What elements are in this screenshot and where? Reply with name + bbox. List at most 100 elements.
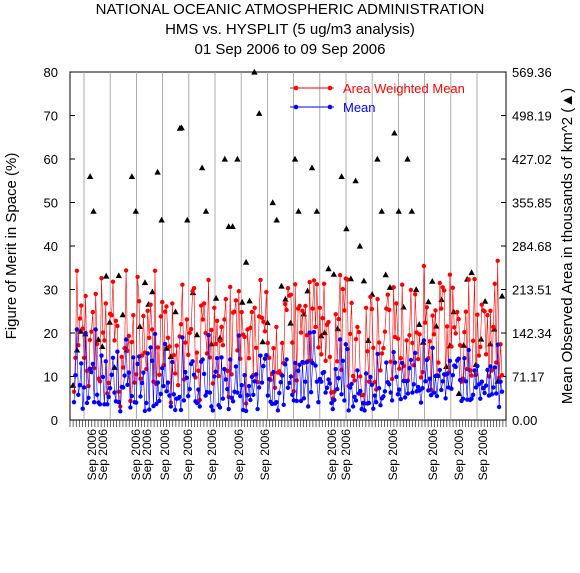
observed-area-point-69 [365, 337, 372, 343]
area-weighted-mean-point-264 [452, 325, 457, 330]
area-weighted-mean-point-141 [274, 324, 279, 330]
observed-area-point-12 [115, 272, 122, 279]
mean-point-237 [413, 350, 418, 356]
observed-area-series [69, 68, 506, 396]
mean-point-205 [366, 400, 372, 406]
mean-point-136 [267, 376, 272, 382]
area-weighted-mean-point-95 [207, 355, 213, 360]
area-weighted-mean-point-263 [450, 285, 455, 290]
mean-point-24 [105, 402, 110, 407]
area-weighted-mean-point-28 [110, 279, 116, 284]
y-tick-label-10: 10 [44, 370, 58, 385]
area-weighted-mean-point-253 [436, 360, 441, 365]
mean-point-242 [420, 386, 425, 391]
y2-tick-label-0: 0.00 [512, 413, 537, 428]
mean-point-255 [439, 387, 444, 393]
mean-point-164 [307, 330, 312, 335]
observed-area-point-79 [408, 208, 415, 214]
observed-area-point-95 [477, 335, 485, 342]
y-tick-label-60: 60 [44, 152, 58, 167]
mean-point-276 [469, 396, 474, 401]
observed-area-point-46 [264, 319, 271, 326]
observed-area-point-83 [425, 298, 432, 305]
x-date-label-10: Sep 2006 [325, 429, 339, 481]
mean-point-46 [136, 354, 142, 359]
mean-point-31 [115, 349, 120, 354]
area-weighted-mean-point-123 [248, 325, 253, 330]
mean-point-87 [196, 387, 201, 392]
mean-point-48 [139, 380, 145, 386]
area-weighted-mean-point-151 [288, 292, 294, 297]
area-weighted-mean-point-120 [243, 401, 249, 406]
mean-point-152 [290, 392, 295, 397]
mean-point-84 [191, 372, 197, 377]
area-weighted-mean-point-2 [73, 355, 78, 360]
mean-point-11 [86, 395, 91, 400]
area-weighted-mean-point-81 [187, 330, 192, 336]
mean-point-1 [71, 400, 77, 405]
mean-point-19 [97, 402, 103, 407]
area-weighted-mean-point-100 [214, 318, 220, 323]
mean-point-174 [321, 369, 327, 375]
area-weighted-mean-point-224 [394, 301, 399, 306]
mean-point-55 [149, 358, 155, 363]
area-weighted-mean-point-157 [297, 303, 302, 309]
mean-point-190 [345, 346, 350, 352]
mean-point-283 [479, 379, 484, 384]
area-weighted-mean-point-281 [476, 353, 482, 358]
area-weighted-mean-point-103 [219, 324, 224, 330]
observed-area-point-39 [234, 155, 241, 162]
x-date-label-5: Sep 2006 [158, 429, 172, 481]
area-weighted-mean-point-288 [486, 374, 492, 379]
observed-area-point-56 [308, 164, 316, 171]
area-weighted-mean-point-275 [468, 368, 473, 373]
observed-area-point-77 [400, 303, 407, 310]
area-weighted-mean-point-292 [492, 281, 497, 286]
mean-point-10 [84, 400, 90, 406]
area-weighted-mean-point-192 [348, 331, 353, 337]
mean-point-74 [177, 394, 182, 400]
area-weighted-mean-point-262 [449, 344, 454, 349]
mean-point-114 [235, 390, 240, 395]
area-weighted-mean-point-169 [314, 282, 320, 287]
area-weighted-mean-point-149 [285, 286, 291, 291]
mean-point-279 [473, 385, 479, 390]
observed-area-point-97 [487, 340, 494, 347]
area-weighted-mean-point-213 [378, 368, 383, 373]
area-weighted-mean-point-134 [264, 289, 269, 295]
mean-point-278 [472, 368, 477, 373]
area-weighted-mean-point-115 [236, 289, 241, 294]
area-weighted-mean-point-215 [381, 346, 386, 351]
area-weighted-mean-point-174 [321, 281, 327, 286]
y-tick-label-70: 70 [44, 109, 58, 124]
observed-area-point-36 [221, 155, 228, 162]
mean-point-126 [252, 379, 257, 384]
mean-point-80 [186, 393, 191, 399]
area-weighted-mean-point-47 [138, 376, 143, 381]
area-weighted-mean-point-266 [455, 309, 460, 315]
area-weighted-mean-point-112 [232, 309, 237, 314]
area-weighted-mean-point-175 [323, 358, 328, 363]
mean-point-2 [73, 373, 78, 378]
observed-area-point-72 [378, 208, 385, 214]
area-weighted-mean-point-282 [478, 344, 483, 350]
mean-point-247 [427, 376, 432, 381]
observed-area-point-28 [184, 216, 191, 223]
area-weighted-mean-point-19 [97, 379, 103, 384]
area-weighted-mean-point-222 [391, 285, 396, 290]
observed-area-point-57 [313, 208, 320, 214]
area-weighted-mean-point-69 [170, 301, 175, 306]
mean-point-128 [255, 406, 260, 412]
observed-area-point-44 [256, 110, 263, 116]
mean-point-230 [402, 395, 408, 400]
mean-point-202 [362, 408, 367, 413]
mean-point-47 [138, 394, 143, 399]
mean-point-259 [444, 371, 450, 377]
mean-point-45 [135, 361, 140, 367]
mean-point-226 [397, 387, 402, 392]
mean-point-54 [148, 345, 153, 350]
mean-point-215 [381, 394, 386, 399]
observed-area-point-75 [391, 129, 398, 136]
area-weighted-mean-point-261 [447, 272, 453, 277]
area-weighted-mean-point-12 [87, 337, 93, 343]
